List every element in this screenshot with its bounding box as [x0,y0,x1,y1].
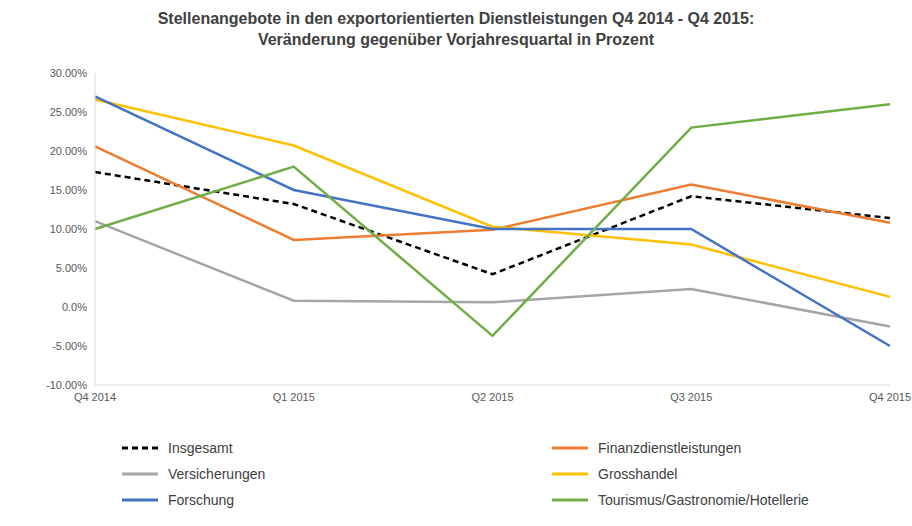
svg-text:25.00%: 25.00% [50,106,88,118]
html-text:Veränderung gegenüber Vorjahre: Veränderung gegenüber Vorjahresquartal i… [257,31,655,48]
svg-text:Q2 2015: Q2 2015 [471,391,513,403]
svg-text:15.00%: 15.00% [50,184,88,196]
svg-text:20.00%: 20.00% [50,145,88,157]
html-text:Tourismus/Gastronomie/Hoteller: Tourismus/Gastronomie/Hotellerie [598,492,809,508]
html-text:Finanzdienstleistungen: Finanzdienstleistungen [598,440,742,456]
html-text:Insgesamt: Insgesamt [168,440,233,456]
svg-text:-5.00%: -5.00% [52,340,87,352]
svg-text:Q3 2015: Q3 2015 [670,391,712,403]
html-text:Stellenangebote in den exporto: Stellenangebote in den exportorientierte… [157,10,755,27]
html-text:Forschung: Forschung [168,492,235,508]
svg-text:30.00%: 30.00% [50,67,88,79]
svg-text:-10.00%: -10.00% [46,379,87,391]
html-text:Versicherungen: Versicherungen [168,466,266,482]
svg-text:0.0%: 0.0% [62,301,87,313]
html-text:Grosshandel: Grosshandel [598,466,678,482]
svg-text:Q4 2014: Q4 2014 [74,391,116,403]
svg-text:Q1 2015: Q1 2015 [273,391,315,403]
svg-text:Q4 2015: Q4 2015 [869,391,904,403]
svg-text:10.00%: 10.00% [50,223,88,235]
svg-text:5.00%: 5.00% [56,262,87,274]
